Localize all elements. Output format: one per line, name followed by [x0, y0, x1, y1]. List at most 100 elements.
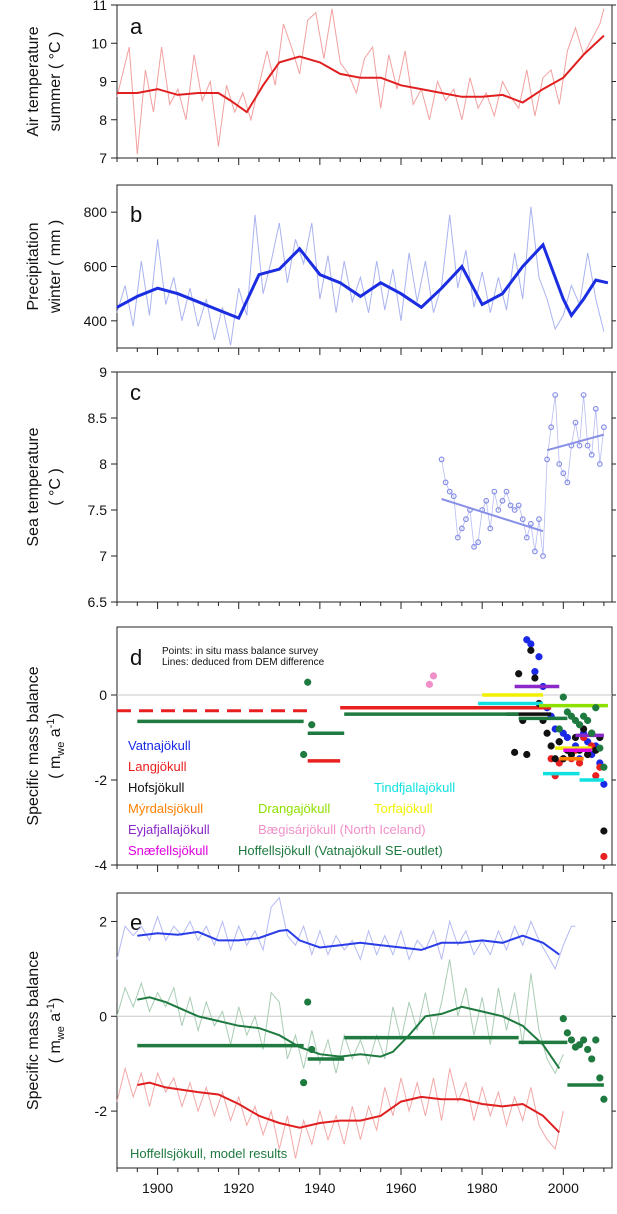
series [116, 1066, 564, 1159]
data-point [555, 725, 563, 733]
data-point [567, 1036, 576, 1044]
y-tick-label: -4 [95, 857, 108, 873]
data-point [523, 750, 531, 759]
y-axis-label-part: ( m [47, 756, 64, 779]
data-point [551, 755, 559, 763]
data-point [527, 640, 535, 648]
trend-line [546, 433, 605, 452]
legend-entry: Hofsjökull [128, 780, 184, 795]
y-axis-label-sub: we [55, 1026, 67, 1041]
annual-line [116, 8, 605, 155]
data-point [429, 672, 438, 680]
data-point [304, 678, 312, 686]
y-tick-label: 800 [84, 204, 108, 220]
y-tick-label: -2 [95, 772, 108, 788]
x-tick-label: 1960 [385, 1180, 416, 1196]
data-point [559, 1015, 567, 1023]
data-point [600, 827, 608, 835]
series-b-gis-rj-kull-north-iceland- [425, 672, 438, 688]
y-axis-label-part: ) [47, 713, 64, 718]
panel-letter: d [130, 645, 142, 670]
legend-entry: Bægisárjökull (North Iceland) [258, 822, 426, 837]
y-tick-label: 9 [99, 364, 107, 380]
legend-entry: Eyjafjallajökull [128, 822, 210, 837]
legend-entry: Drangajökull [258, 801, 330, 816]
y-tick-label: 8 [99, 456, 107, 472]
data-point [575, 759, 584, 767]
x-tick-label: 1920 [223, 1180, 254, 1196]
y-axis-label-part: ( m [47, 1040, 64, 1063]
data-point [438, 456, 445, 463]
y-axis-label-line2: ( °C ) [47, 468, 64, 506]
panel-c: 6.5 7 7.5 8 8.5 9 c Sea temperature ( °C ) [25, 364, 616, 610]
data-point [499, 497, 506, 504]
data-point [527, 646, 535, 654]
data-point [531, 668, 539, 676]
data-point [592, 1036, 600, 1044]
series [116, 896, 576, 971]
y-axis-label-line2: summer ( °C ) [47, 32, 64, 132]
data-point [442, 479, 449, 486]
y-tick-label: 8.5 [88, 410, 108, 426]
data-point [596, 1074, 604, 1082]
y-axis-label-line1: Precipitation [25, 222, 42, 310]
data-point [543, 729, 551, 737]
y-tick-label: 600 [84, 259, 108, 275]
y-tick-label: 11 [92, 0, 107, 13]
y-tick-label: 7.5 [88, 502, 108, 518]
data-point [308, 721, 316, 729]
data-point [575, 1041, 584, 1049]
panel-letter: b [130, 202, 142, 227]
y-tick-label: 9 [99, 74, 107, 90]
y-axis-label-part: a [47, 1013, 64, 1026]
y-axis-label: Precipitation winter ( mm ) [25, 220, 64, 314]
series-torfaj-kull [482, 693, 592, 750]
data-point [596, 744, 604, 752]
series [116, 206, 609, 346]
y-tick-label: 8 [99, 112, 107, 128]
y-axis-label-line1: Specific mass balance [25, 951, 42, 1110]
data-point [600, 1095, 608, 1103]
y-axis-label-line2: ( mwe a-1) [45, 713, 67, 779]
data-point [300, 750, 308, 759]
y-axis-label-sup: -1 [45, 1003, 57, 1013]
y-axis-label: Air temperature summer ( °C ) [25, 26, 64, 136]
y-axis-label-line1: Specific mass balance [25, 666, 42, 825]
y-axis-label-sub: we [55, 742, 67, 757]
y-axis-label: Sea temperature ( °C ) [25, 427, 64, 546]
data-point [300, 1079, 308, 1087]
series-tindfjallaj-kull [478, 701, 604, 782]
panel-b: 400 600 800 b Precipitation winter ( mm ) [25, 184, 616, 355]
series-langj-kull [117, 706, 608, 861]
data-point [304, 998, 312, 1006]
data-point [458, 525, 465, 532]
data-point [308, 1045, 316, 1054]
y-tick-label: 2 [99, 913, 107, 929]
y-axis-label: Specific mass balance( mwe a-1) [25, 666, 67, 825]
data-point [588, 1055, 596, 1063]
data-point [515, 502, 522, 509]
legend-entry: Snæfellsjökull [128, 843, 208, 858]
smoothed-line [117, 34, 605, 114]
panel-letter: a [130, 14, 143, 39]
data-point [560, 470, 567, 477]
y-axis-label-line2: winter ( mm ) [47, 220, 64, 314]
legend-entry: Mýrdalsjökull [128, 801, 203, 816]
panel-letter: c [130, 380, 141, 405]
data-point [600, 763, 608, 771]
y-axis-label-part: ) [47, 998, 64, 1003]
data-point [592, 772, 600, 780]
y-axis-label-part: a [47, 728, 64, 741]
x-tick-label: 2000 [548, 1180, 579, 1196]
data-point [584, 716, 592, 725]
data-point [446, 488, 453, 495]
data-point [600, 780, 608, 788]
smoothed-line [137, 1081, 561, 1134]
data-point [503, 488, 510, 495]
annual-line [116, 1066, 564, 1159]
x-tick-label: 1940 [304, 1180, 335, 1196]
data-point [531, 674, 539, 682]
smoothed-line [137, 996, 561, 1069]
legend-entry: Hoffellsjökull (Vatnajökull SE-outlet) [238, 843, 443, 858]
